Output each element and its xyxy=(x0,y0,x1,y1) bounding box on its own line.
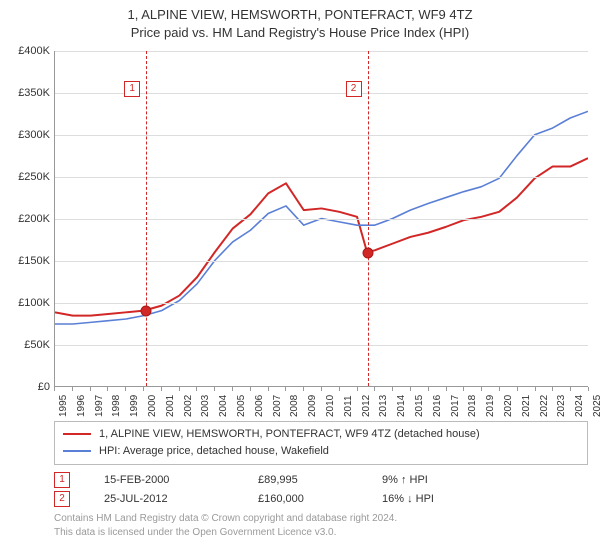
x-axis-label: 1999 xyxy=(129,395,140,417)
x-axis-label: 2003 xyxy=(200,395,211,417)
y-axis-label: £400K xyxy=(8,45,50,57)
sale-marker-label: 2 xyxy=(346,81,362,97)
legend-item: HPI: Average price, detached house, Wake… xyxy=(63,443,579,460)
attribution: Contains HM Land Registry data © Crown c… xyxy=(54,512,588,539)
sale-point-icon xyxy=(141,306,152,317)
x-axis-label: 1998 xyxy=(111,395,122,417)
x-axis-label: 2024 xyxy=(574,395,585,417)
chart: 12 £0£50K£100K£150K£200K£250K£300K£350K£… xyxy=(8,47,592,417)
attribution-line: Contains HM Land Registry data © Crown c… xyxy=(54,512,588,526)
x-axis-label: 2013 xyxy=(378,395,389,417)
legend-label: 1, ALPINE VIEW, HEMSWORTH, PONTEFRACT, W… xyxy=(99,426,480,443)
x-axis-label: 2009 xyxy=(307,395,318,417)
attribution-line: This data is licensed under the Open Gov… xyxy=(54,526,588,540)
x-axis-label: 1995 xyxy=(58,395,69,417)
x-axis-label: 2012 xyxy=(361,395,372,417)
sale-price: £160,000 xyxy=(258,490,348,509)
title-subtitle: Price paid vs. HM Land Registry's House … xyxy=(0,24,600,42)
x-axis-label: 1997 xyxy=(94,395,105,417)
x-axis-label: 1996 xyxy=(76,395,87,417)
sale-row: 1 15-FEB-2000 £89,995 9% ↑ HPI xyxy=(54,471,588,490)
x-axis-label: 2004 xyxy=(218,395,229,417)
x-axis-label: 2019 xyxy=(485,395,496,417)
sale-point-icon xyxy=(362,247,373,258)
legend-swatch xyxy=(63,433,91,435)
x-axis-label: 2002 xyxy=(183,395,194,417)
x-axis-label: 2011 xyxy=(343,396,354,418)
x-axis-label: 2023 xyxy=(556,395,567,417)
legend: 1, ALPINE VIEW, HEMSWORTH, PONTEFRACT, W… xyxy=(54,421,588,465)
sale-marker-label: 1 xyxy=(124,81,140,97)
x-axis-label: 2008 xyxy=(289,395,300,417)
x-axis-label: 2005 xyxy=(236,395,247,417)
x-axis-label: 2006 xyxy=(254,395,265,417)
title-address: 1, ALPINE VIEW, HEMSWORTH, PONTEFRACT, W… xyxy=(0,6,600,24)
x-axis-label: 2001 xyxy=(165,395,176,417)
x-axis-label: 2014 xyxy=(396,395,407,417)
y-axis-label: £200K xyxy=(8,213,50,225)
sale-reference-line xyxy=(146,51,147,386)
x-axis-label: 2021 xyxy=(521,395,532,417)
x-axis-label: 2000 xyxy=(147,395,158,417)
sale-row: 2 25-JUL-2012 £160,000 16% ↓ HPI xyxy=(54,490,588,509)
y-axis-label: £0 xyxy=(8,381,50,393)
x-axis-label: 2017 xyxy=(450,395,461,417)
x-axis-label: 2015 xyxy=(414,395,425,417)
y-axis-label: £150K xyxy=(8,255,50,267)
x-axis-label: 2022 xyxy=(539,395,550,417)
y-axis-label: £100K xyxy=(8,297,50,309)
chart-container: 1, ALPINE VIEW, HEMSWORTH, PONTEFRACT, W… xyxy=(0,0,600,560)
sale-date: 15-FEB-2000 xyxy=(104,471,224,490)
sale-price: £89,995 xyxy=(258,471,348,490)
sale-marker-icon: 2 xyxy=(54,491,70,507)
title-block: 1, ALPINE VIEW, HEMSWORTH, PONTEFRACT, W… xyxy=(0,0,600,41)
series-line xyxy=(55,158,588,315)
sale-delta: 9% ↑ HPI xyxy=(382,471,502,490)
series-line xyxy=(55,111,588,324)
sales-table: 1 15-FEB-2000 £89,995 9% ↑ HPI 2 25-JUL-… xyxy=(54,471,588,508)
x-axis-label: 2020 xyxy=(503,395,514,417)
y-axis-label: £250K xyxy=(8,171,50,183)
sale-delta: 16% ↓ HPI xyxy=(382,490,502,509)
legend-label: HPI: Average price, detached house, Wake… xyxy=(99,443,329,460)
x-axis-label: 2018 xyxy=(467,395,478,417)
sale-date: 25-JUL-2012 xyxy=(104,490,224,509)
sale-reference-line xyxy=(368,51,369,386)
plot-area: 12 xyxy=(54,51,588,387)
sale-marker-icon: 1 xyxy=(54,472,70,488)
legend-item: 1, ALPINE VIEW, HEMSWORTH, PONTEFRACT, W… xyxy=(63,426,579,443)
legend-swatch xyxy=(63,450,91,452)
x-axis-label: 2007 xyxy=(272,395,283,417)
x-axis-label: 2025 xyxy=(592,395,600,417)
y-axis-label: £300K xyxy=(8,129,50,141)
x-axis-label: 2016 xyxy=(432,395,443,417)
x-axis-label: 2010 xyxy=(325,395,336,417)
y-axis-label: £350K xyxy=(8,87,50,99)
y-axis-label: £50K xyxy=(8,339,50,351)
